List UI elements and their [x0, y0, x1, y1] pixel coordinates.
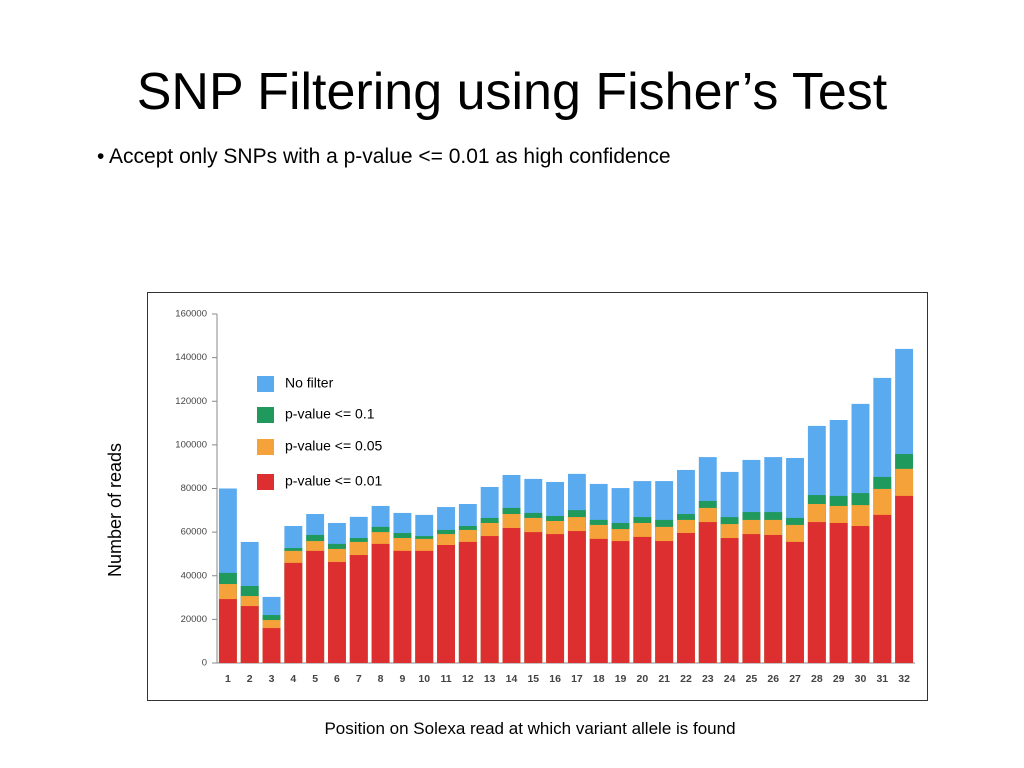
x-tick-label: 11	[440, 673, 451, 685]
bar	[393, 550, 412, 663]
y-tick-label: 60000	[181, 527, 207, 538]
bar	[742, 534, 761, 663]
bar	[655, 541, 674, 663]
x-tick-label: 12	[462, 673, 474, 685]
bar	[633, 536, 652, 663]
legend-swatch	[257, 376, 274, 392]
x-tick-label: 16	[549, 673, 561, 685]
x-tick-label: 9	[399, 673, 405, 685]
bar	[829, 522, 848, 663]
bar	[349, 555, 368, 663]
bar	[611, 541, 630, 663]
y-tick-label: 140000	[175, 352, 207, 363]
x-tick-label: 6	[334, 673, 340, 685]
x-tick-label: 7	[356, 673, 362, 685]
y-tick-label: 160000	[175, 309, 207, 320]
x-tick-label: 19	[615, 673, 627, 685]
x-tick-label: 30	[855, 673, 867, 685]
x-tick-label: 25	[746, 673, 758, 685]
bullet: • Accept only SNPs with a p-value <= 0.0…	[97, 145, 671, 168]
bar	[720, 538, 739, 663]
legend-swatch	[257, 474, 274, 490]
y-tick-label: 100000	[175, 439, 207, 450]
bar	[764, 534, 783, 663]
x-tick-label: 5	[312, 673, 318, 685]
legend-label: p-value <= 0.05	[285, 438, 383, 454]
bar	[786, 541, 804, 663]
x-tick-label: 23	[702, 673, 714, 685]
bar	[262, 628, 281, 663]
bar	[698, 522, 717, 663]
bar	[328, 562, 346, 663]
bar	[546, 534, 565, 663]
bar	[437, 544, 455, 663]
bar	[306, 550, 325, 663]
legend-label: No filter	[285, 375, 334, 391]
bar	[240, 606, 259, 663]
bar	[502, 527, 521, 663]
x-tick-label: 20	[637, 673, 649, 685]
x-tick-label: 32	[898, 673, 910, 685]
x-tick-label: 28	[811, 673, 823, 685]
bar	[677, 532, 695, 663]
y-tick-label: 80000	[181, 483, 207, 494]
legend-label: p-value <= 0.01	[285, 473, 383, 489]
bar	[284, 562, 303, 663]
bar	[589, 538, 608, 663]
y-tick-label: 0	[202, 658, 207, 669]
x-tick-label: 18	[593, 673, 605, 685]
y-tick-label: 120000	[175, 396, 207, 407]
legend-swatch	[257, 439, 274, 455]
bar	[873, 514, 892, 663]
x-tick-label: 10	[418, 673, 430, 685]
x-axis-label: Position on Solexa read at which variant…	[324, 719, 736, 738]
bullet-text: Accept only SNPs with a p-value <= 0.01 …	[109, 145, 671, 168]
bar	[218, 599, 237, 663]
bar	[851, 526, 870, 663]
slide-title: SNP Filtering using Fisher’s Test	[136, 63, 888, 121]
x-tick-label: 21	[658, 673, 670, 685]
bar	[895, 495, 914, 663]
x-tick-label: 4	[290, 673, 296, 685]
x-tick-label: 17	[571, 673, 583, 685]
bar	[371, 543, 390, 663]
bar	[415, 550, 434, 663]
x-tick-label: 31	[876, 673, 888, 685]
legend-label: p-value <= 0.1	[285, 406, 375, 422]
x-tick-label: 3	[269, 673, 275, 685]
x-tick-label: 22	[680, 673, 692, 685]
bar	[524, 532, 543, 663]
bar	[567, 531, 586, 663]
x-tick-label: 13	[484, 673, 496, 685]
x-tick-label: 24	[724, 673, 736, 685]
bar	[807, 522, 826, 663]
y-axis-label: Number of reads	[105, 443, 125, 577]
bar	[458, 541, 477, 663]
x-tick-label: 26	[767, 673, 779, 685]
x-tick-label: 1	[225, 673, 231, 685]
x-tick-label: 15	[527, 673, 539, 685]
x-tick-label: 29	[833, 673, 845, 685]
x-tick-label: 27	[789, 673, 801, 685]
legend-swatch	[257, 407, 274, 423]
x-tick-label: 2	[247, 673, 253, 685]
x-tick-label: 14	[506, 673, 518, 685]
y-tick-label: 40000	[181, 570, 207, 581]
x-tick-label: 8	[378, 673, 384, 685]
bar	[480, 536, 499, 663]
y-tick-label: 20000	[181, 614, 207, 625]
